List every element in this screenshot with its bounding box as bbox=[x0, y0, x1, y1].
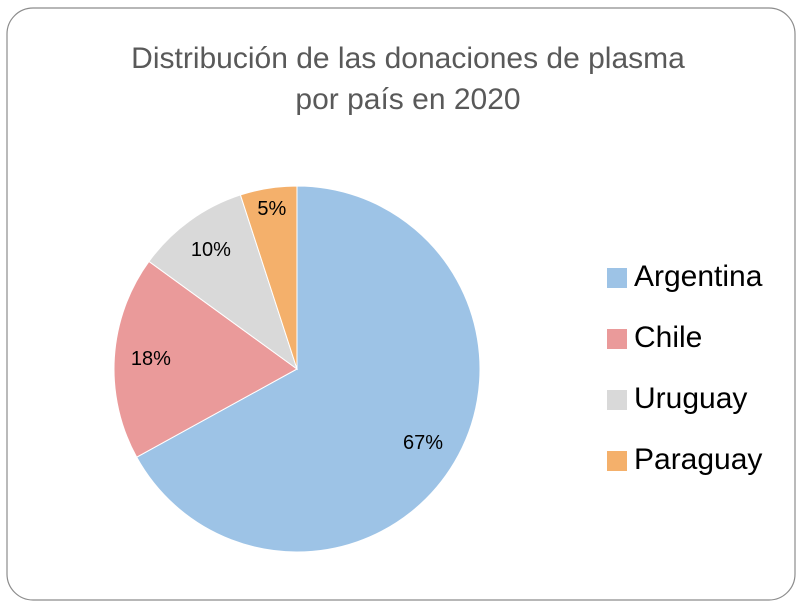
data-label: 5% bbox=[257, 198, 286, 220]
legend-swatch bbox=[607, 451, 627, 471]
pie-slice bbox=[239, 185, 298, 370]
pie-slice bbox=[135, 185, 481, 553]
pie-slice bbox=[148, 194, 298, 371]
legend-label: Uruguay bbox=[634, 382, 747, 415]
data-label: 18% bbox=[131, 348, 171, 370]
legend-label: Chile bbox=[634, 321, 702, 354]
pie-slice bbox=[113, 260, 298, 458]
legend-swatch bbox=[607, 390, 627, 410]
legend-label: Argentina bbox=[634, 260, 763, 293]
chart-title: por país en 2020 bbox=[295, 83, 520, 116]
legend-label: Paraguay bbox=[634, 443, 762, 476]
data-label: 67% bbox=[403, 432, 443, 454]
data-label: 10% bbox=[191, 239, 231, 261]
chart-title: Distribución de las donaciones de plasma bbox=[131, 42, 685, 75]
legend-swatch bbox=[607, 329, 627, 349]
legend-swatch bbox=[607, 268, 627, 288]
